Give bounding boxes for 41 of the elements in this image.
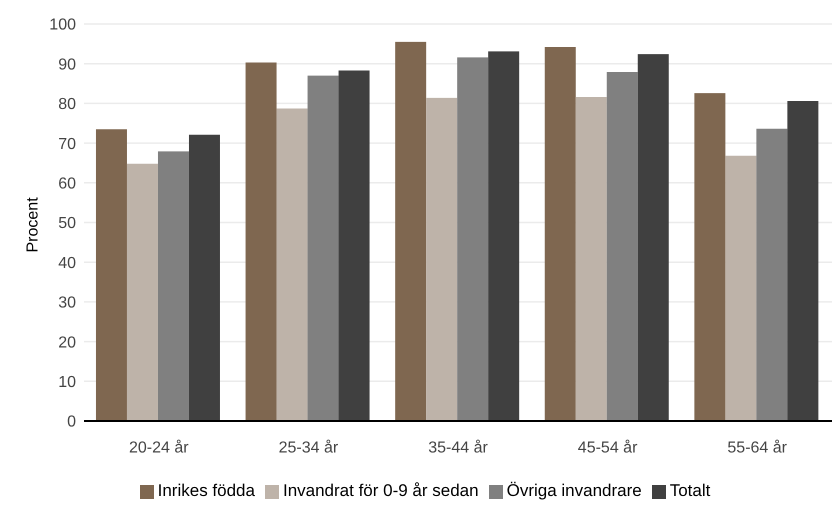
y-tick-label: 60 bbox=[58, 175, 76, 192]
bar bbox=[338, 70, 370, 421]
y-tick-label: 20 bbox=[58, 334, 76, 352]
legend-label: Invandrat för 0-9 år sedan bbox=[282, 481, 479, 500]
bar bbox=[787, 101, 818, 421]
y-tick-label: 0 bbox=[67, 414, 76, 431]
y-tick-label: 70 bbox=[58, 136, 76, 153]
legend-label: Totalt bbox=[670, 481, 710, 500]
y-tick-label: 30 bbox=[58, 294, 76, 312]
bar bbox=[457, 57, 488, 421]
bar bbox=[638, 54, 669, 421]
bar bbox=[126, 164, 158, 421]
y-tick-label: 100 bbox=[49, 16, 76, 34]
x-tick-label: 45-54 år bbox=[578, 439, 638, 456]
y-tick-label: 40 bbox=[58, 254, 76, 272]
bar bbox=[725, 156, 756, 421]
bar bbox=[188, 134, 220, 421]
x-tick-label: 35-44 år bbox=[428, 439, 488, 456]
bar bbox=[606, 72, 638, 421]
bar bbox=[308, 76, 339, 421]
bar bbox=[694, 93, 726, 421]
legend-label: Övriga invandrare bbox=[506, 481, 642, 500]
bar bbox=[544, 47, 576, 421]
x-tick-label: 25-34 år bbox=[278, 439, 339, 456]
bar bbox=[246, 62, 277, 421]
x-tick-label: 20-24 år bbox=[129, 439, 190, 456]
y-tick-label: 80 bbox=[58, 96, 76, 114]
bar bbox=[158, 151, 189, 421]
bar bbox=[576, 97, 607, 421]
bar bbox=[426, 98, 458, 421]
bar bbox=[756, 128, 788, 421]
bar bbox=[488, 51, 520, 421]
y-tick-label: 10 bbox=[58, 374, 76, 391]
x-tick-label: 55-64 år bbox=[727, 439, 788, 456]
bar bbox=[395, 42, 426, 421]
y-axis-title: Procent bbox=[24, 196, 42, 252]
legend-label: Inrikes födda bbox=[158, 481, 255, 500]
bar bbox=[276, 108, 308, 421]
bar bbox=[96, 129, 127, 421]
y-tick-label: 90 bbox=[58, 56, 76, 74]
y-tick-label: 50 bbox=[58, 215, 76, 232]
